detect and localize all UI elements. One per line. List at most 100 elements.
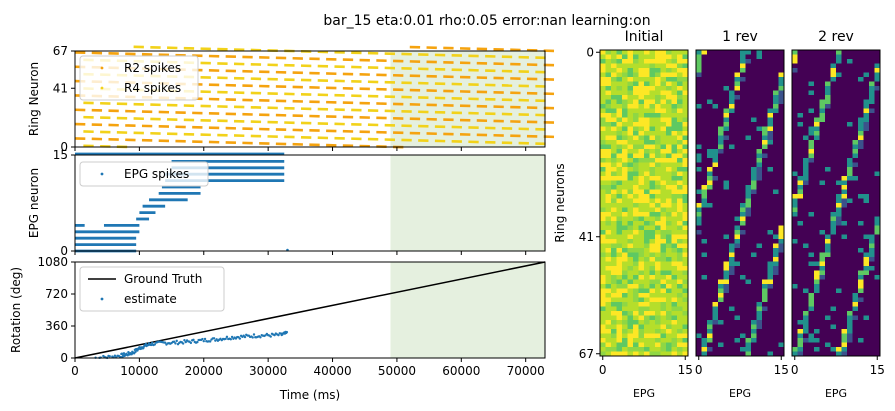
heatmap-cell bbox=[874, 113, 881, 118]
heatmap-cell bbox=[707, 257, 713, 262]
heatmap-cell bbox=[729, 207, 735, 213]
heatmap-cell bbox=[808, 117, 815, 123]
heatmap-cell bbox=[740, 86, 746, 91]
legend-label: R2 spikes bbox=[124, 61, 181, 75]
heatmap-cell bbox=[745, 131, 752, 136]
heatmap-cell bbox=[707, 194, 713, 199]
heatmap-cell bbox=[751, 135, 757, 141]
heatmap-cell bbox=[778, 212, 785, 217]
heatmap-cell bbox=[712, 207, 719, 213]
heatmap-cell bbox=[825, 59, 831, 64]
heatmap-cell bbox=[712, 293, 719, 298]
heatmap-cell bbox=[677, 230, 683, 235]
heatmap-cell bbox=[745, 108, 752, 114]
heatmap-cell bbox=[819, 207, 826, 213]
heatmap-cell bbox=[605, 302, 612, 307]
heatmap-cell bbox=[847, 342, 853, 348]
heatmap-cell bbox=[701, 212, 708, 217]
heatmap-cell bbox=[847, 180, 853, 186]
heatmap-cell bbox=[666, 311, 672, 316]
heatmap-cell bbox=[819, 338, 826, 343]
heatmap-cell bbox=[616, 104, 623, 109]
heatmap-cell bbox=[600, 239, 606, 244]
heatmap-cell bbox=[740, 90, 746, 96]
heatmap-cell bbox=[803, 315, 809, 321]
heatmap-cell bbox=[655, 95, 661, 100]
heatmap-cell bbox=[666, 135, 672, 141]
heatmap-cell bbox=[671, 167, 678, 172]
heatmap-cell bbox=[701, 207, 708, 213]
heatmap-cell bbox=[734, 171, 741, 177]
heatmap-cell bbox=[638, 108, 645, 114]
heatmap-cell bbox=[734, 68, 741, 73]
heatmap-cell bbox=[666, 167, 672, 172]
heatmap-cell bbox=[825, 198, 831, 204]
heatmap-cell bbox=[767, 77, 774, 82]
heatmap-cell bbox=[660, 275, 667, 280]
heatmap-cell bbox=[797, 140, 804, 145]
heatmap-cell bbox=[852, 140, 859, 145]
heatmap-cell bbox=[792, 185, 798, 190]
estimate-point bbox=[238, 337, 242, 340]
heatmap-cell bbox=[803, 288, 809, 294]
heatmap-cell bbox=[638, 153, 645, 159]
heatmap-cell bbox=[841, 54, 848, 60]
heatmap-cell bbox=[638, 351, 645, 357]
heatmap-cell bbox=[836, 270, 842, 276]
heatmap-cell bbox=[600, 50, 606, 55]
heatmap-cell bbox=[616, 77, 623, 82]
heatmap-cell bbox=[819, 234, 826, 240]
heatmap-cell bbox=[762, 135, 768, 141]
heatmap-cell bbox=[671, 297, 678, 303]
heatmap-cell bbox=[605, 63, 612, 69]
heatmap-cell bbox=[841, 144, 848, 150]
heatmap-cell bbox=[830, 86, 837, 91]
heatmap-cell bbox=[696, 288, 702, 294]
heatmap-cell bbox=[701, 320, 708, 325]
heatmap-cell bbox=[825, 162, 831, 168]
heatmap-cell bbox=[649, 270, 656, 276]
heatmap-cell bbox=[814, 135, 820, 141]
heatmap-cell bbox=[707, 347, 713, 352]
heatmap-cell bbox=[638, 189, 645, 195]
heatmap-cell bbox=[655, 81, 661, 87]
heatmap-cell bbox=[778, 207, 785, 213]
heatmap-cell bbox=[751, 126, 757, 132]
heatmap-cell bbox=[611, 86, 617, 91]
heatmap-cell bbox=[671, 311, 678, 316]
heatmap-cell bbox=[712, 270, 719, 276]
heatmap-cell bbox=[814, 180, 820, 186]
heatmap-cell bbox=[701, 162, 708, 168]
heatmap-cell bbox=[638, 315, 645, 321]
heatmap-cell bbox=[745, 90, 752, 96]
heatmap-cell bbox=[696, 135, 702, 141]
heatmap-cell bbox=[803, 284, 809, 289]
heatmap-cell bbox=[627, 72, 634, 78]
heatmap-cell bbox=[767, 59, 774, 64]
heatmap-cell bbox=[830, 239, 837, 244]
heatmap-cell bbox=[723, 50, 730, 55]
heatmap-cell bbox=[869, 333, 875, 339]
heatmap-cell bbox=[638, 261, 645, 267]
heatmap-cell bbox=[627, 50, 634, 55]
heatmap-cell bbox=[644, 320, 650, 325]
heatmap-cell bbox=[723, 167, 730, 172]
heatmap-cell bbox=[830, 77, 837, 82]
heatmap-cell bbox=[718, 153, 724, 159]
heatmap-cell bbox=[740, 243, 746, 249]
heatmap-cell bbox=[773, 297, 779, 303]
heatmap-cell bbox=[644, 144, 650, 150]
heatmap-cell bbox=[600, 203, 606, 208]
heatmap-cell bbox=[734, 320, 741, 325]
heatmap-cell bbox=[660, 225, 667, 231]
heatmap-cell bbox=[707, 234, 713, 240]
heatmap-cell bbox=[633, 216, 639, 222]
heatmap-cell bbox=[740, 302, 746, 307]
heatmap-cell bbox=[773, 162, 779, 168]
heatmap-cell bbox=[858, 221, 864, 226]
heatmap-cell bbox=[808, 149, 815, 154]
heatmap-cell bbox=[644, 176, 650, 181]
heatmap-cell bbox=[649, 90, 656, 96]
heatmap-cell bbox=[858, 315, 864, 321]
heatmap-cell bbox=[819, 72, 826, 78]
